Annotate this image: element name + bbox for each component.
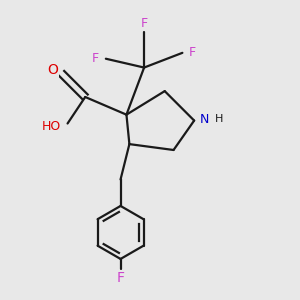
Text: F: F [140, 17, 148, 30]
Text: O: O [47, 64, 58, 77]
Text: H: H [215, 114, 224, 124]
Text: HO: HO [42, 120, 61, 133]
Text: F: F [189, 46, 196, 59]
Text: F: F [92, 52, 99, 65]
Text: F: F [117, 271, 124, 285]
Text: N: N [200, 112, 209, 126]
